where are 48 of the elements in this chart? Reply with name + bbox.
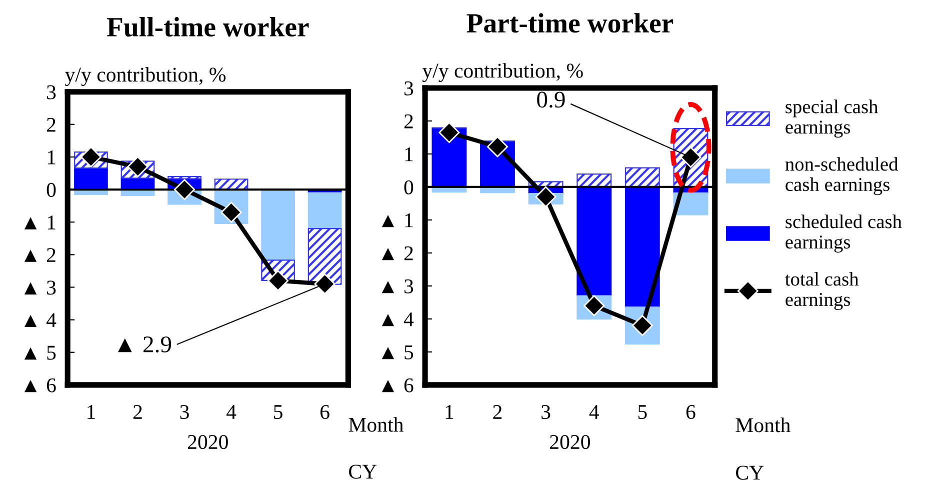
- annotation: 0.9: [537, 92, 565, 108]
- x-tick-label: 5: [274, 405, 282, 420]
- legend-label: total cash earnings: [785, 272, 859, 310]
- text: Month: [348, 417, 404, 432]
- y-tick-label: ▲ 3: [24, 280, 56, 295]
- x-tick-label: 1: [446, 405, 454, 419]
- x-tick-label: 6: [686, 405, 696, 420]
- x-tick-label: 6: [320, 405, 330, 420]
- y-tick-label: ▲ 4: [382, 312, 414, 326]
- y-tick-label: 2: [404, 114, 413, 128]
- y-tick-label: ▲ 1: [382, 213, 413, 228]
- y-tick-label: 1: [48, 150, 56, 164]
- y-axis-title: y/y contribution, %: [422, 63, 583, 82]
- x-tick-label: 1: [88, 405, 95, 419]
- x-axis-title: 2020: [188, 434, 228, 450]
- text: CY: [736, 466, 764, 480]
- y-tick-label: 2: [46, 118, 56, 132]
- y-tick-label: ▲ 2: [24, 248, 56, 262]
- x-tick-label: 3: [180, 405, 189, 420]
- y-tick-label: ▲ 2: [382, 246, 413, 260]
- y-tick-label: 1: [405, 147, 413, 162]
- x-tick-label: 5: [638, 405, 647, 420]
- annotation: ▲ 2.9: [118, 336, 172, 352]
- legend-label: scheduled cash earnings: [786, 214, 902, 253]
- legend-label: special cash earnings: [786, 100, 878, 138]
- y-tick-label: ▲ 6: [382, 378, 414, 392]
- x-tick-label: 4: [226, 405, 236, 419]
- y-tick-label: ▲ 6: [24, 378, 56, 392]
- legend-label: non-scheduled cash earnings: [785, 157, 898, 196]
- y-axis-title: y/y contribution, %: [65, 67, 226, 86]
- text: Month: [736, 418, 790, 432]
- chart-title: Full-time worker: [106, 17, 309, 37]
- y-tick-label: ▲ 1: [24, 216, 56, 230]
- x-axis-title: 2020: [550, 434, 590, 450]
- y-tick-label: 0: [46, 182, 56, 197]
- y-tick-label: 3: [47, 85, 56, 100]
- chart-title: Part-time worker: [466, 13, 674, 33]
- x-tick-label: 2: [133, 405, 142, 419]
- x-tick-label: 4: [589, 405, 599, 419]
- y-tick-label: ▲ 4: [24, 313, 56, 328]
- x-tick-label: 3: [542, 405, 550, 420]
- y-tick-label: 0: [404, 180, 414, 194]
- x-tick-label: 2: [493, 405, 502, 419]
- text: CY: [349, 464, 377, 479]
- y-tick-label: ▲ 5: [24, 346, 56, 360]
- y-tick-label: ▲ 5: [382, 346, 414, 360]
- y-tick-label: 3: [404, 81, 414, 96]
- y-tick-label: ▲ 3: [382, 279, 414, 294]
